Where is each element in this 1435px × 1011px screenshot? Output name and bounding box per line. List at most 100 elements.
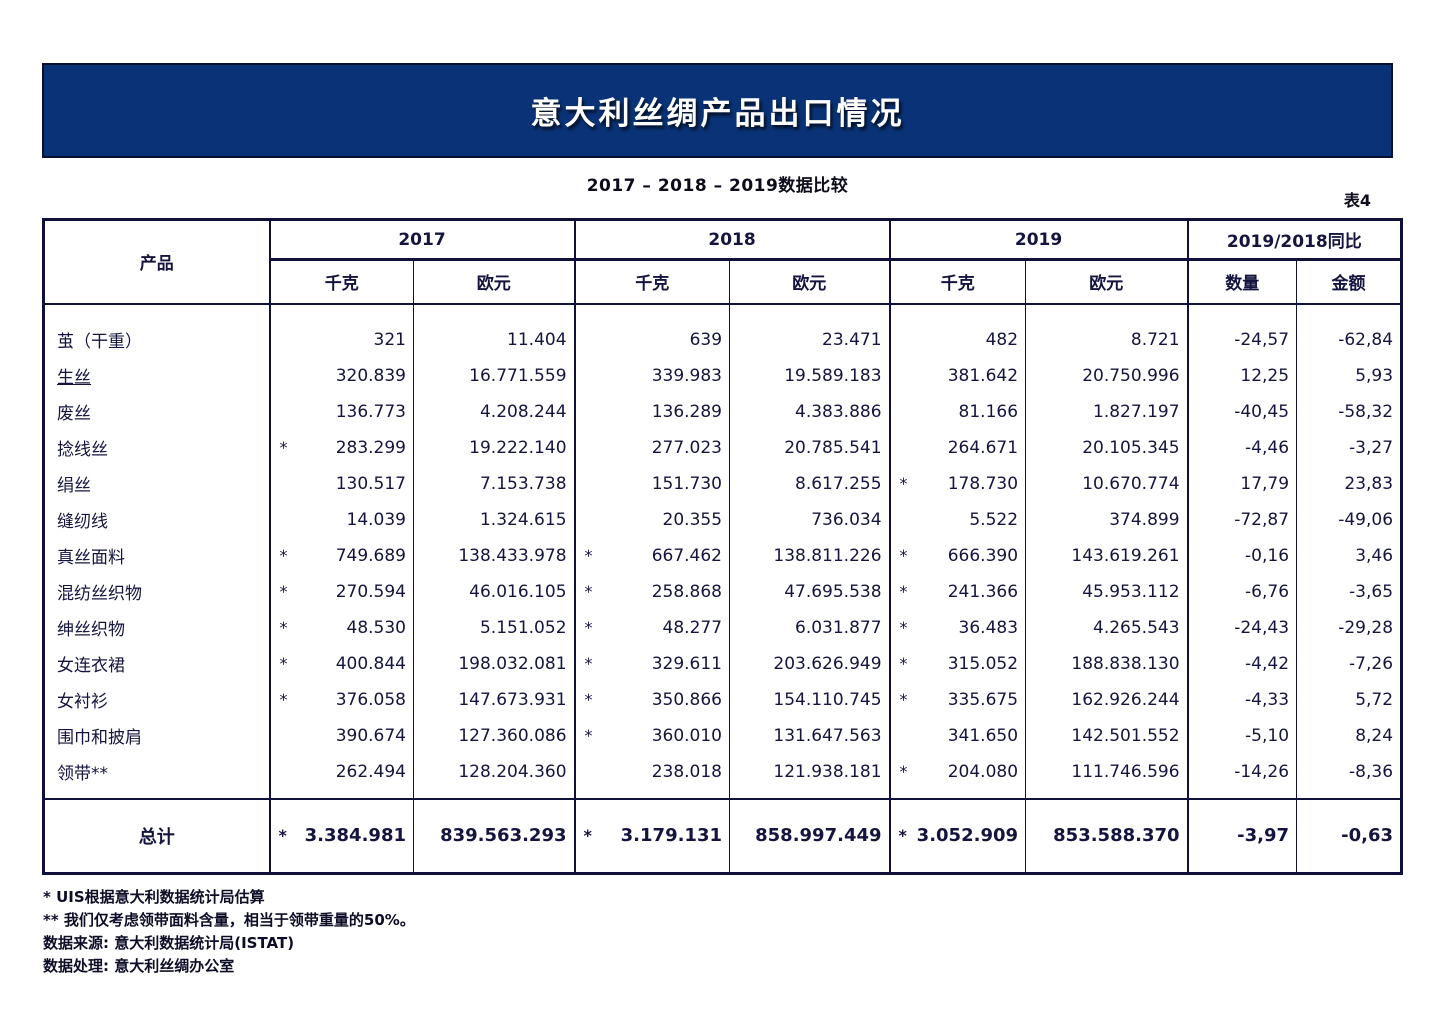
value-cell: 19.222.140 — [413, 429, 576, 466]
value-cell: 3,46 — [1296, 537, 1404, 574]
cell-value: 858.997.449 — [755, 825, 882, 847]
value-cell: 10.670.774 — [1025, 465, 1189, 502]
value-cell: 5.151.052 — [413, 609, 576, 646]
value-cell: 131.647.563 — [729, 717, 891, 754]
cell-value: -0,16 — [1245, 545, 1290, 566]
value-cell: -49,06 — [1296, 501, 1404, 538]
cell-value: 315.052 — [947, 653, 1019, 674]
value-cell: -40,45 — [1187, 393, 1298, 430]
estimate-star: * — [899, 545, 908, 565]
cell-value: 48.277 — [662, 617, 723, 638]
estimate-star: * — [899, 617, 908, 637]
value-cell: 188.838.130 — [1025, 645, 1189, 682]
value-cell: 136.773 — [269, 393, 414, 430]
value-cell: -62,84 — [1296, 321, 1404, 358]
cell-value: 4.208.244 — [479, 401, 567, 422]
cell-value: -7,26 — [1349, 653, 1394, 674]
value-cell: 339.983 — [574, 357, 731, 394]
cell-value: 8.721 — [1130, 329, 1180, 350]
estimate-star: * — [899, 761, 908, 781]
cell-value: 8.617.255 — [795, 473, 882, 494]
cell-value: 4.265.543 — [1093, 617, 1180, 638]
cell-value: 203.626.949 — [773, 653, 882, 674]
total-row: 总计 * 3.384.981 839.563.293 * 3.179.131 858… — [42, 797, 1404, 875]
cell-value: 17,79 — [1240, 473, 1290, 494]
cell-value: 400.844 — [335, 653, 406, 674]
cell-value: 198.032.081 — [458, 653, 567, 674]
estimate-star: * — [279, 689, 288, 709]
cell-value: -5,10 — [1245, 725, 1290, 746]
value-cell: 198.032.081 — [413, 645, 576, 682]
value-cell: 81.166 — [889, 393, 1027, 430]
spacer-row — [42, 789, 1404, 799]
cell-value: 20.785.541 — [784, 437, 882, 458]
cell-value: -58,32 — [1338, 401, 1394, 422]
cell-value: 839.563.293 — [440, 825, 567, 847]
value-cell: -5,10 — [1187, 717, 1298, 754]
product-name: 女连衣裙 — [42, 645, 271, 682]
value-cell: -24,57 — [1187, 321, 1298, 358]
cell-value: 321 — [373, 329, 406, 350]
value-cell: * 666.390 — [889, 537, 1027, 574]
value-cell: 147.673.931 — [413, 681, 576, 718]
value-cell: -14,26 — [1187, 753, 1298, 790]
table-row: 缝纫线 14.039 1.324.615 20.355 736.034 5.522 374.… — [42, 501, 1404, 538]
value-cell: -6,76 — [1187, 573, 1298, 610]
table-row: 捻线丝 * 283.299 19.222.140 277.023 20.785.541 26… — [42, 429, 1404, 466]
value-cell: -58,32 — [1296, 393, 1404, 430]
value-cell: 136.289 — [574, 393, 731, 430]
cell-value: 339.983 — [651, 365, 723, 386]
cell-value: 277.023 — [651, 437, 723, 458]
col-header-2019-kg: 千克 — [889, 259, 1027, 305]
value-cell: 5.522 — [889, 501, 1027, 538]
value-cell: 128.204.360 — [413, 753, 576, 790]
cell-value: 283.299 — [335, 437, 406, 458]
cell-value: 14.039 — [346, 509, 406, 530]
table-row: 茧（干重） 321 11.404 639 23.471 482 8.721 -24,57 -62… — [42, 321, 1404, 358]
cell-value: -4,46 — [1245, 437, 1290, 458]
cell-value: -3,97 — [1237, 825, 1290, 847]
value-cell: -72,87 — [1187, 501, 1298, 538]
cell-value: 178.730 — [947, 473, 1019, 494]
value-cell: 111.746.596 — [1025, 753, 1189, 790]
total-cell: -3,97 — [1187, 797, 1298, 875]
cell-value: 11.404 — [507, 329, 567, 350]
value-cell: -4,33 — [1187, 681, 1298, 718]
cell-value: -4,42 — [1245, 653, 1290, 674]
total-label: 总计 — [42, 797, 271, 875]
cell-value: 5,72 — [1355, 689, 1394, 710]
cell-value: -72,87 — [1234, 509, 1290, 530]
value-cell: 154.110.745 — [729, 681, 891, 718]
value-cell: * 335.675 — [889, 681, 1027, 718]
product-name: 绢丝 — [42, 465, 271, 502]
spacer-row — [42, 303, 1404, 322]
table-number-label: 表4 — [1343, 191, 1371, 210]
estimate-star: * — [584, 545, 593, 565]
product-name: 绅丝织物 — [42, 609, 271, 646]
total-cell: -0,63 — [1296, 797, 1404, 875]
cell-value: 374.899 — [1109, 509, 1180, 530]
value-cell: 277.023 — [574, 429, 731, 466]
cell-value: -24,43 — [1234, 617, 1290, 638]
cell-value: 127.360.086 — [458, 725, 567, 746]
header-group-row: 产品 2017 2018 2019 2019/2018同比 — [42, 218, 1404, 305]
value-cell: * 48.277 — [574, 609, 731, 646]
value-cell: 19.589.183 — [729, 357, 891, 394]
value-cell: 262.494 — [269, 753, 414, 790]
value-cell: 203.626.949 — [729, 645, 891, 682]
value-cell: -3,65 — [1296, 573, 1404, 610]
product-name: 混纺丝织物 — [42, 573, 271, 610]
cell-value: 381.642 — [947, 365, 1019, 386]
cell-value: 130.517 — [335, 473, 406, 494]
table-row: 混纺丝织物 * 270.594 46.016.105 * 258.868 47.695.53… — [42, 573, 1404, 610]
col-group-2017: 2017 — [269, 218, 576, 261]
cell-value: 136.773 — [335, 401, 406, 422]
col-group-2018: 2018 — [574, 218, 891, 261]
cell-value: 1.827.197 — [1093, 401, 1180, 422]
cell-value: 238.018 — [651, 761, 723, 782]
product-name: 缝纫线 — [42, 501, 271, 538]
cell-value: 360.010 — [651, 725, 723, 746]
value-cell: 12,25 — [1187, 357, 1298, 394]
cell-value: 341.650 — [947, 725, 1019, 746]
footnote-processing: 数据处理: 意大利丝绸办公室 — [43, 957, 235, 975]
